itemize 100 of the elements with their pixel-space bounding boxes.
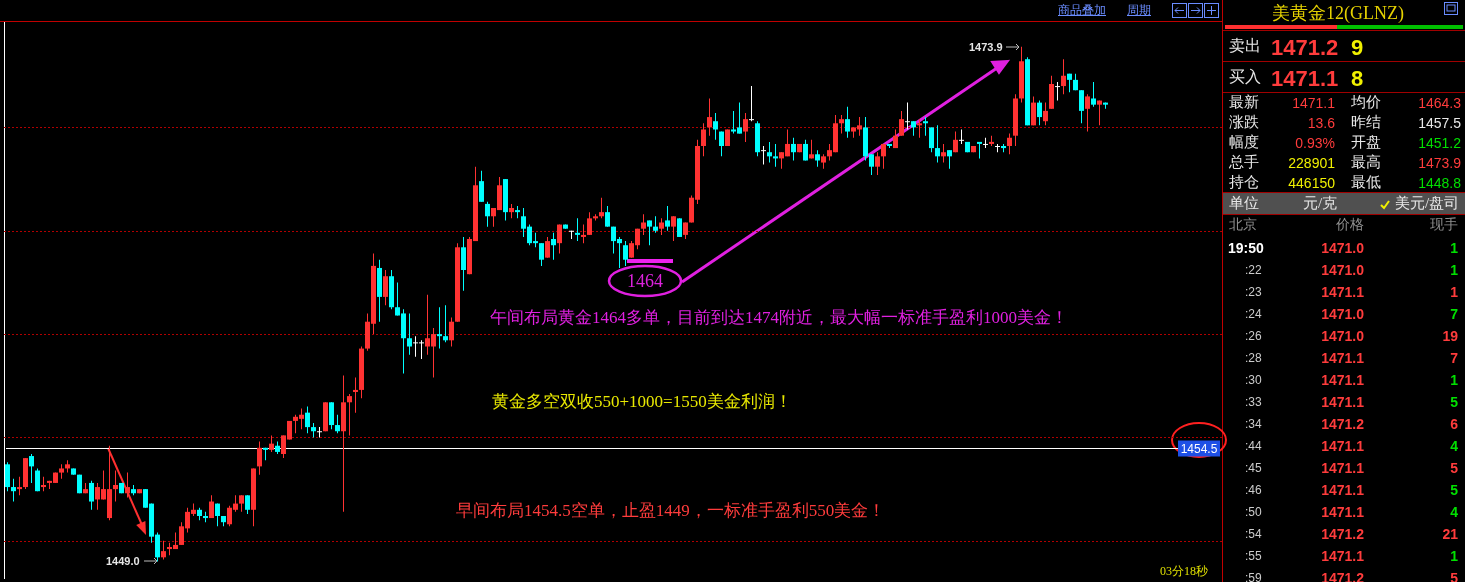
text: 4 <box>1450 504 1458 520</box>
text: :59 <box>1245 571 1262 582</box>
text: 19:50 <box>1228 240 1264 256</box>
text: 1471.0 <box>1321 306 1364 322</box>
text: 1464.3 <box>1418 95 1461 111</box>
text: :23 <box>1245 285 1262 299</box>
text: 1 <box>1450 262 1458 278</box>
text: 美元/盘司 <box>1395 195 1460 211</box>
text: 7 <box>1450 306 1458 322</box>
text: 美黄金12(GLNZ) <box>1271 3 1405 23</box>
text: 1 <box>1450 240 1458 256</box>
text: 1471.2 <box>1321 526 1364 542</box>
candlestick <box>575 218 580 242</box>
text: 21 <box>1442 526 1458 542</box>
annotation: 1464 <box>627 271 663 291</box>
text: 1471.2 <box>1271 35 1339 60</box>
text: 开盘 <box>1351 134 1381 150</box>
text: 1471.0 <box>1321 328 1364 344</box>
text: 价格 <box>1336 217 1364 232</box>
text: 6 <box>1450 416 1458 432</box>
text: 幅度 <box>1229 134 1259 150</box>
text: :46 <box>1245 483 1262 497</box>
text: 持仓 <box>1229 174 1259 190</box>
text: 1471.1 <box>1321 350 1364 366</box>
text: 北京 <box>1229 217 1257 232</box>
text: 13.6 <box>1307 115 1335 131</box>
text: 1 <box>1450 372 1458 388</box>
text: 1471.1 <box>1321 284 1364 300</box>
text: 1457.5 <box>1418 115 1461 131</box>
text: 9 <box>1351 35 1364 60</box>
text: 5 <box>1450 482 1458 498</box>
text: 446150 <box>1288 175 1335 191</box>
text: 1471.1 <box>1321 460 1364 476</box>
text: 1471.2 <box>1321 416 1364 432</box>
text: :26 <box>1245 329 1262 343</box>
text: 商品叠加 <box>1058 3 1106 17</box>
text: :45 <box>1245 461 1262 475</box>
text: 最高 <box>1351 154 1381 170</box>
text: 周期 <box>1127 3 1151 17</box>
candlestick <box>761 146 766 165</box>
text: 最低 <box>1351 174 1381 190</box>
text: 1471.1 <box>1321 548 1364 564</box>
candlestick <box>437 307 442 349</box>
text: 1471.1 <box>1321 394 1364 410</box>
text: 5 <box>1450 394 1458 410</box>
text: 8 <box>1351 66 1364 91</box>
text: :54 <box>1245 527 1262 541</box>
text: :33 <box>1245 395 1262 409</box>
text: 1471.1 <box>1321 438 1364 454</box>
text: 0.93% <box>1295 135 1335 151</box>
text: 1448.8 <box>1418 175 1461 191</box>
text: 19 <box>1442 328 1458 344</box>
text: 4 <box>1450 438 1458 454</box>
text: 228901 <box>1288 155 1335 171</box>
text: 买入 <box>1229 68 1261 85</box>
text: :50 <box>1245 505 1262 519</box>
text: 最新 <box>1229 94 1259 110</box>
text: :30 <box>1245 373 1262 387</box>
text: :22 <box>1245 263 1262 277</box>
text: 均价 <box>1351 94 1381 110</box>
candlestick <box>317 427 322 438</box>
text: 1471.1 <box>1321 372 1364 388</box>
text: 1471.0 <box>1321 262 1364 278</box>
annotation: 黄金多空双收550+1000=1550美金利润！ <box>492 392 792 411</box>
text: 涨跌 <box>1229 114 1259 130</box>
text: 03分18秒 <box>1160 564 1208 578</box>
candlestick <box>749 86 754 122</box>
text: :24 <box>1245 307 1262 321</box>
ref-line-label: 1454.5 <box>1180 441 1218 456</box>
text: 1471.1 <box>1292 95 1335 111</box>
candlestick <box>773 143 778 167</box>
text: 1451.2 <box>1418 135 1461 151</box>
text: :34 <box>1245 417 1262 431</box>
candlestick <box>353 377 358 413</box>
text: 1471.1 <box>1321 482 1364 498</box>
text: :55 <box>1245 549 1262 563</box>
candlestick <box>983 137 988 149</box>
text: 单位 <box>1229 195 1259 211</box>
text: 卖出 <box>1229 37 1261 54</box>
text: 1 <box>1450 548 1458 564</box>
text: 1471.1 <box>1321 504 1364 520</box>
candlestick <box>1055 81 1060 101</box>
text: 现手 <box>1430 217 1458 232</box>
annotation: 1473.9 <box>969 41 1003 53</box>
candlestick <box>959 129 964 144</box>
text: :44 <box>1245 439 1262 453</box>
text: 1471.1 <box>1271 66 1339 91</box>
text: :28 <box>1245 351 1262 365</box>
text: 1471.0 <box>1321 240 1364 256</box>
annotation: 1449.0 <box>106 555 140 567</box>
annotation: 早间布局1454.5空单，止盈1449，一标准手盈利550美金！ <box>456 501 886 520</box>
text: 昨结 <box>1351 114 1381 130</box>
text: 5 <box>1450 460 1458 476</box>
candlestick <box>905 102 910 130</box>
text: 7 <box>1450 350 1458 366</box>
text: 总手 <box>1229 154 1259 170</box>
text: 元/克 <box>1303 195 1338 211</box>
text: 1473.9 <box>1418 155 1461 171</box>
annotation: 午间布局黄金1464多单，目前到达1474附近，最大幅一标准手盈利1000美金！ <box>490 308 1068 327</box>
text: 1 <box>1450 284 1458 300</box>
